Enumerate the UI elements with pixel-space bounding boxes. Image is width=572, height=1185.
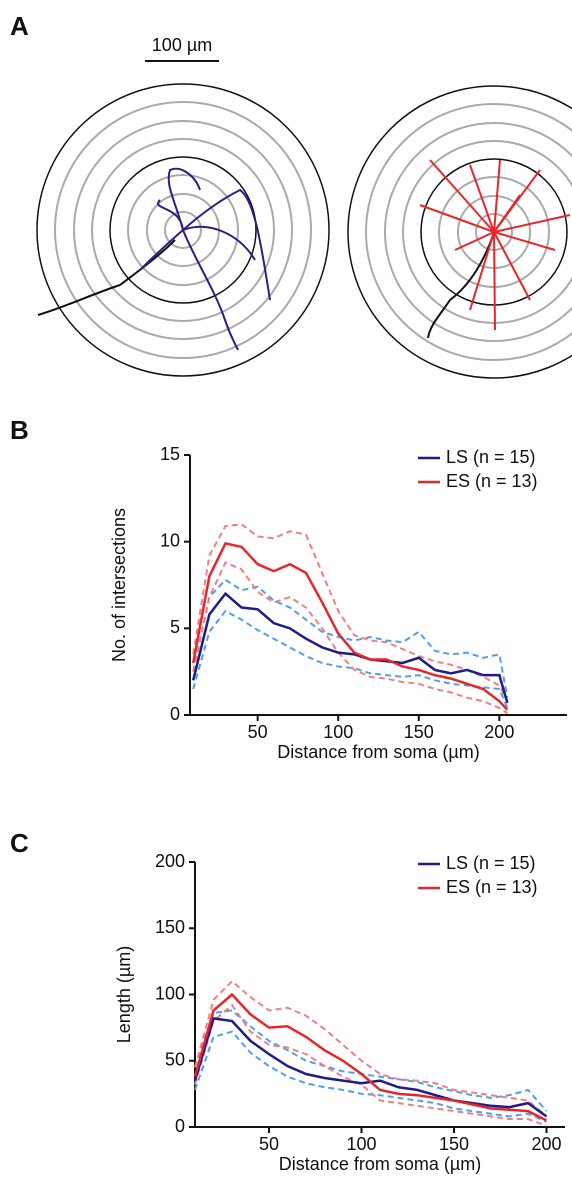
- y-tick-label: 200: [155, 851, 185, 871]
- x-tick-label: 150: [439, 1134, 469, 1154]
- x-tick-label: 150: [404, 722, 434, 742]
- legend-label: ES (n = 13): [446, 471, 538, 491]
- y-tick-label: 10: [160, 530, 180, 550]
- x-axis-label: Distance from soma (µm): [277, 742, 479, 762]
- sholl-rings-ls: [36, 83, 330, 377]
- panel-label: A: [10, 11, 29, 41]
- panel-label: C: [10, 828, 29, 858]
- error-band-line: [192, 523, 509, 702]
- y-tick-label: 15: [160, 444, 180, 464]
- neuron-ls: [37, 167, 271, 351]
- x-tick-label: 50: [259, 1134, 279, 1154]
- sholl-rings-es: [347, 85, 572, 379]
- legend-label: LS (n = 15): [446, 447, 536, 467]
- y-tick-label: 0: [175, 1116, 185, 1136]
- scale-bar-label: 100 µm: [152, 35, 212, 55]
- error-band-line: [192, 578, 509, 698]
- series-line: [192, 591, 509, 704]
- y-axis-label: Length (µm): [114, 946, 134, 1043]
- legend-label: LS (n = 15): [446, 853, 536, 873]
- x-tick-label: 200: [484, 722, 514, 742]
- x-axis-label: Distance from soma (µm): [279, 1154, 481, 1174]
- y-tick-label: 50: [165, 1050, 185, 1070]
- series-line: [193, 992, 548, 1122]
- y-tick-label: 100: [155, 983, 185, 1003]
- error-band-line: [194, 1030, 547, 1123]
- error-band-line: [194, 979, 548, 1118]
- x-tick-label: 50: [248, 722, 268, 742]
- x-tick-label: 100: [323, 722, 353, 742]
- error-band-line: [192, 609, 509, 709]
- x-tick-label: 100: [346, 1134, 376, 1154]
- error-band-line: [194, 1003, 547, 1127]
- y-tick-label: 5: [170, 617, 180, 637]
- y-tick-label: 0: [170, 704, 180, 724]
- error-band-line: [192, 561, 508, 715]
- x-tick-label: 200: [531, 1134, 561, 1154]
- y-axis-label: No. of intersections: [109, 508, 129, 662]
- panel-label: B: [10, 415, 29, 445]
- y-tick-label: 150: [155, 917, 185, 937]
- error-band-line: [194, 1009, 548, 1112]
- series-line: [191, 541, 509, 711]
- neuron-es: [419, 159, 571, 339]
- legend-label: ES (n = 13): [446, 877, 538, 897]
